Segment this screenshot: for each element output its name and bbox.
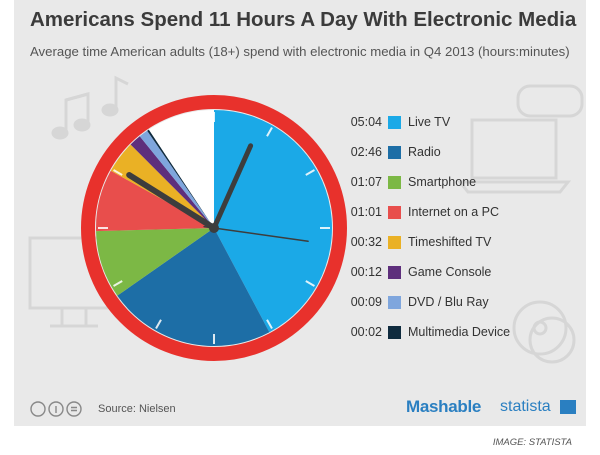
license-icons <box>30 401 82 417</box>
chart-title: Americans Spend 11 Hours A Day With Elec… <box>30 8 577 31</box>
legend-item: 00:09 DVD / Blu Ray <box>340 294 540 312</box>
legend-swatch <box>388 326 401 339</box>
legend-value: 00:09 <box>350 295 382 309</box>
music-note-icon <box>51 92 91 140</box>
legend-value: 01:01 <box>350 205 382 219</box>
pie-slice-timeshifted-tv <box>110 144 214 228</box>
no-derivatives-icon <box>66 401 82 417</box>
statista-logo: statista <box>500 398 551 415</box>
legend-item: 00:32 Timeshifted TV <box>340 234 540 252</box>
clock-tick <box>266 127 273 137</box>
minute-hand <box>211 143 254 231</box>
gamepad-icon <box>516 84 584 118</box>
legend-swatch <box>388 266 401 279</box>
legend-label: Game Console <box>408 265 492 279</box>
pie-slice-smartphone <box>96 228 214 296</box>
legend-item: 01:01 Internet on a PC <box>340 204 540 222</box>
pie-slice-internet-on-a-pc <box>96 170 214 232</box>
legend-value: 00:32 <box>350 235 382 249</box>
legend-swatch <box>388 236 401 249</box>
legend-swatch <box>388 296 401 309</box>
pie-slice-multimedia-device <box>147 129 214 228</box>
pie-slice-remaining <box>148 110 214 228</box>
chart-subtitle: Average time American adults (18+) spend… <box>30 44 570 59</box>
music-note-icon <box>101 75 129 117</box>
legend-value: 05:04 <box>350 115 382 129</box>
clock-tick <box>155 319 162 329</box>
legend-item: 00:02 Multimedia Device <box>340 324 540 342</box>
statista-logo-icon <box>560 400 576 414</box>
clock-ticks <box>98 112 330 344</box>
legend-value: 00:12 <box>350 265 382 279</box>
clock-tick <box>305 280 315 287</box>
legend-value: 01:07 <box>350 175 382 189</box>
legend-swatch <box>388 146 401 159</box>
clock-tick <box>113 169 123 176</box>
pie-slice-game-console <box>130 136 214 228</box>
legend-label: Timeshifted TV <box>408 235 492 249</box>
pie-slice-dvd-blu-ray <box>139 130 214 228</box>
clock-hands <box>126 143 309 242</box>
second-hand <box>203 225 309 242</box>
laptop-icon <box>456 118 572 194</box>
disc-icon <box>512 300 576 364</box>
clock-tick <box>113 280 123 287</box>
legend-swatch <box>388 116 401 129</box>
cc-icon <box>30 401 46 417</box>
legend-label: Live TV <box>408 115 451 129</box>
legend-label: Smartphone <box>408 175 477 189</box>
legend-swatch <box>388 206 401 219</box>
legend-label: DVD / Blu Ray <box>408 295 489 309</box>
clock-tick <box>305 169 315 176</box>
legend-label: Internet on a PC <box>408 205 500 219</box>
source-note: Source: Nielsen <box>98 403 176 415</box>
legend-item: 05:04 Live TV <box>340 114 540 132</box>
legend-item: 00:12 Game Console <box>340 264 540 282</box>
clock-tick <box>155 127 162 137</box>
legend-label: Multimedia Device <box>408 325 511 339</box>
legend-item: 01:07 Smartphone <box>340 174 540 192</box>
clock-rim <box>81 95 347 361</box>
legend-value: 02:46 <box>350 145 382 159</box>
clock-tick <box>266 319 273 329</box>
pie-slice-radio <box>117 228 270 346</box>
legend-swatch <box>388 176 401 189</box>
legend-value: 00:02 <box>350 325 382 339</box>
image-credit: IMAGE: STATISTA <box>492 437 572 448</box>
hour-hand <box>126 172 217 231</box>
attribution-icon <box>48 401 64 417</box>
legend-label: Radio <box>408 145 441 159</box>
legend-item: 02:46 Radio <box>340 144 540 162</box>
clock-center <box>209 223 219 233</box>
mashable-logo: Mashable <box>406 397 482 416</box>
